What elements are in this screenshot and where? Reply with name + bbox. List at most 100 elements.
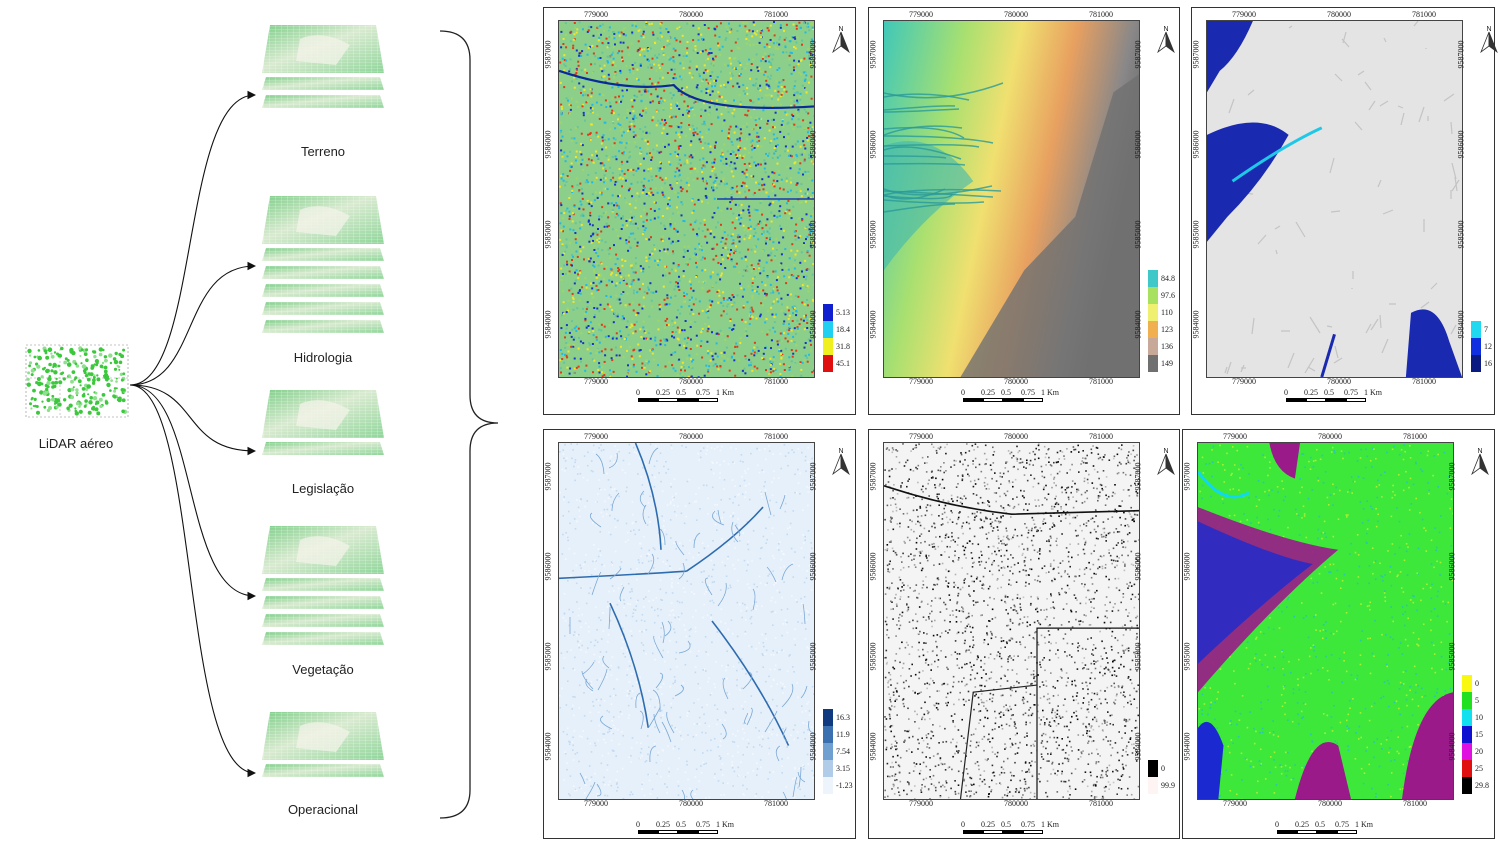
x-tick-label-top: 779000 <box>1232 10 1256 19</box>
y-tick-label-left: 9586000 <box>1182 552 1192 581</box>
y-tick-label-left: 9585000 <box>543 220 553 249</box>
scale-segment <box>1306 398 1326 402</box>
scale-segment <box>1317 830 1337 834</box>
x-tick-label-bottom: 780000 <box>1318 799 1342 808</box>
map-raster <box>558 442 815 800</box>
scale-tick-label: 0 <box>636 820 640 829</box>
y-tick-label-left: 9584000 <box>1182 732 1192 761</box>
north-arrow-icon: N <box>1471 448 1489 476</box>
legend-value: 0 <box>1475 679 1479 688</box>
layer-label-vegetacao: Vegetação <box>292 662 354 677</box>
y-tick-label-right: 9585000 <box>1447 642 1457 671</box>
scale-tick-label: 1 Km <box>1041 388 1059 397</box>
y-tick-label-left: 9584000 <box>543 732 553 761</box>
y-tick-label-right: 9584000 <box>1456 310 1466 339</box>
legend-swatch <box>1148 338 1158 355</box>
map-image <box>559 443 814 799</box>
north-label: N <box>1163 448 1168 455</box>
layer-label-hidrologia: Hidrologia <box>293 350 353 365</box>
north-label: N <box>1163 26 1168 33</box>
scale-segment <box>1297 830 1317 834</box>
legend-value: 45.1 <box>836 359 850 368</box>
scale-segment <box>963 398 983 402</box>
x-tick-label-top: 780000 <box>1318 432 1342 441</box>
y-tick-label-left: 9586000 <box>868 130 878 159</box>
y-tick-label-left: 9586000 <box>1191 130 1201 159</box>
x-tick-label-top: 781000 <box>1412 10 1436 19</box>
legend: 84.8 97.6 110 123 136 149 <box>1148 270 1188 372</box>
y-tick-label-right: 9584000 <box>808 310 818 339</box>
y-tick-label-left: 9585000 <box>868 220 878 249</box>
legend-value: -1.23 <box>836 781 853 790</box>
y-tick-label-left: 9587000 <box>543 40 553 69</box>
flow-arrow <box>129 90 257 386</box>
workflow-diagram <box>25 25 499 819</box>
x-tick-label-top: 779000 <box>909 10 933 19</box>
x-tick-label-bottom: 781000 <box>764 799 788 808</box>
legend-value: 0 <box>1161 764 1165 773</box>
y-tick-label-left: 9587000 <box>868 462 878 491</box>
map-panel-m1: 779000 779000 780000 780000 781000 781000 9587… <box>543 7 856 415</box>
scale-segment <box>1337 830 1357 834</box>
scale-tick-label: 0.5 <box>676 388 686 397</box>
legend-swatch <box>1148 287 1158 304</box>
map-panel-m6: 779000 779000 780000 780000 781000 781000 9587… <box>1182 429 1495 839</box>
y-tick-label-right: 9586000 <box>1133 552 1143 581</box>
layer-label-legislacao: Legislação <box>291 481 355 496</box>
y-tick-label-right: 9584000 <box>1447 732 1457 761</box>
scale-tick-label: 0.5 <box>1315 820 1325 829</box>
legend-swatch <box>1148 355 1158 372</box>
map-image <box>1198 443 1453 799</box>
scale-segment <box>698 398 718 402</box>
x-tick-label-top: 781000 <box>1089 10 1113 19</box>
x-tick-label-top: 781000 <box>764 432 788 441</box>
scale-tick-label: 0 <box>961 388 965 397</box>
scale-segment <box>678 398 698 402</box>
scale-tick-label: 0.75 <box>1021 388 1035 397</box>
legend-swatch <box>823 760 833 777</box>
scale-segment <box>638 830 658 834</box>
scale-segment <box>1286 398 1306 402</box>
grouping-brace <box>439 30 499 819</box>
x-tick-label-bottom: 781000 <box>1403 799 1427 808</box>
legend-swatch <box>1462 726 1472 743</box>
y-tick-label-left: 9587000 <box>1182 462 1192 491</box>
legend-swatch <box>1462 760 1472 777</box>
y-tick-label-right: 9587000 <box>808 462 818 491</box>
flow-arrow <box>129 261 257 386</box>
legend-value: 149 <box>1161 359 1173 368</box>
scale-segment <box>963 830 983 834</box>
scale-tick-label: 0.75 <box>1021 820 1035 829</box>
scale-tick-label: 0.25 <box>656 388 670 397</box>
legend-swatch <box>1462 743 1472 760</box>
x-tick-label-bottom: 780000 <box>679 799 703 808</box>
y-tick-label-right: 9585000 <box>1133 642 1143 671</box>
map-panel-m5: 779000 779000 780000 780000 781000 781000 9587… <box>868 429 1180 839</box>
y-tick-label-right: 9586000 <box>1456 130 1466 159</box>
y-tick-label-left: 9584000 <box>543 310 553 339</box>
map-image <box>1207 21 1462 377</box>
y-tick-label-left: 9587000 <box>868 40 878 69</box>
legend-value: 18.4 <box>836 325 850 334</box>
scale-bar: 0 0.25 0.5 0.75 1 Km <box>961 388 1063 406</box>
y-tick-label-right: 9584000 <box>1133 732 1143 761</box>
scale-tick-label: 0.5 <box>1324 388 1334 397</box>
y-tick-label-right: 9587000 <box>1456 40 1466 69</box>
map-image <box>884 21 1139 377</box>
map-panel-m4: 779000 779000 780000 780000 781000 781000 9587… <box>543 429 856 839</box>
legend-value: 136 <box>1161 342 1173 351</box>
legend-swatch <box>823 726 833 743</box>
legend-swatch <box>1471 338 1481 355</box>
scale-segment <box>983 398 1003 402</box>
map-raster <box>1206 20 1463 378</box>
legend-swatch <box>823 304 833 321</box>
legend-value: 84.8 <box>1161 274 1175 283</box>
y-tick-label-right: 9586000 <box>1447 552 1457 581</box>
y-tick-label-left: 9585000 <box>1182 642 1192 671</box>
x-tick-label-bottom: 781000 <box>1412 377 1436 386</box>
flow-arrow <box>129 384 257 456</box>
scale-segment <box>1023 830 1043 834</box>
scale-tick-label: 0.25 <box>1304 388 1318 397</box>
north-arrow-icon: N <box>1157 448 1175 476</box>
x-tick-label-bottom: 781000 <box>1089 799 1113 808</box>
